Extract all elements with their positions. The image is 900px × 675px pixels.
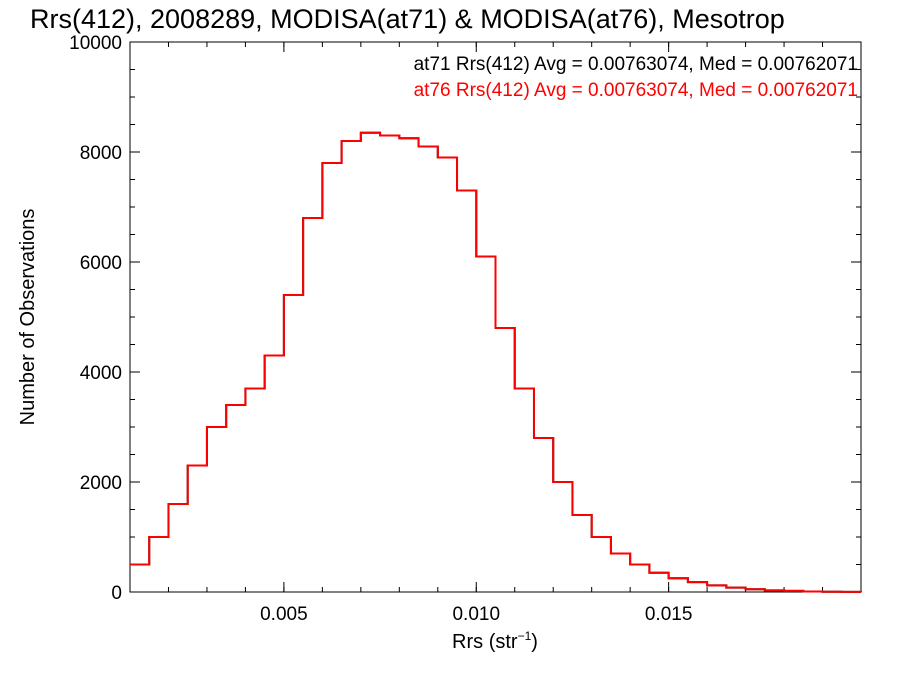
legend-at71: at71 Rrs(412) Avg = 0.00763074, Med = 0.…: [414, 54, 858, 75]
y-tick-label: 10000: [69, 33, 122, 54]
x-tick-label: 0.015: [645, 604, 693, 625]
series-layer: [130, 131, 862, 593]
x-tick-label: 0.010: [452, 604, 500, 625]
x-tick-label: 0.005: [260, 604, 308, 625]
y-tick-label: 2000: [80, 473, 122, 494]
series-at71: [130, 131, 862, 593]
axis-ticks: [129, 41, 862, 593]
x-axis-label: Rrs (str−1): [452, 629, 538, 653]
x-axis-label-main: Rrs (str: [452, 631, 518, 653]
y-tick-label: 6000: [80, 253, 122, 274]
y-tick-label: 8000: [80, 143, 122, 164]
chart-title: Rrs(412), 2008289, MODISA(at71) & MODISA…: [30, 4, 785, 34]
legend-at76: at76 Rrs(412) Avg = 0.00763074, Med = 0.…: [414, 80, 858, 101]
y-tick-label: 4000: [80, 363, 122, 384]
x-tick-labels: 0.005 0.010 0.015: [260, 604, 692, 625]
x-axis-label-tail: ): [531, 631, 538, 653]
y-tick-label: 0: [111, 583, 122, 604]
y-tick-labels: 0 2000 4000 6000 8000 10000: [69, 33, 122, 604]
x-axis-label-superscript: −1: [518, 629, 532, 643]
series-at76: [130, 131, 862, 593]
y-axis-label: Number of Observations: [17, 209, 39, 426]
